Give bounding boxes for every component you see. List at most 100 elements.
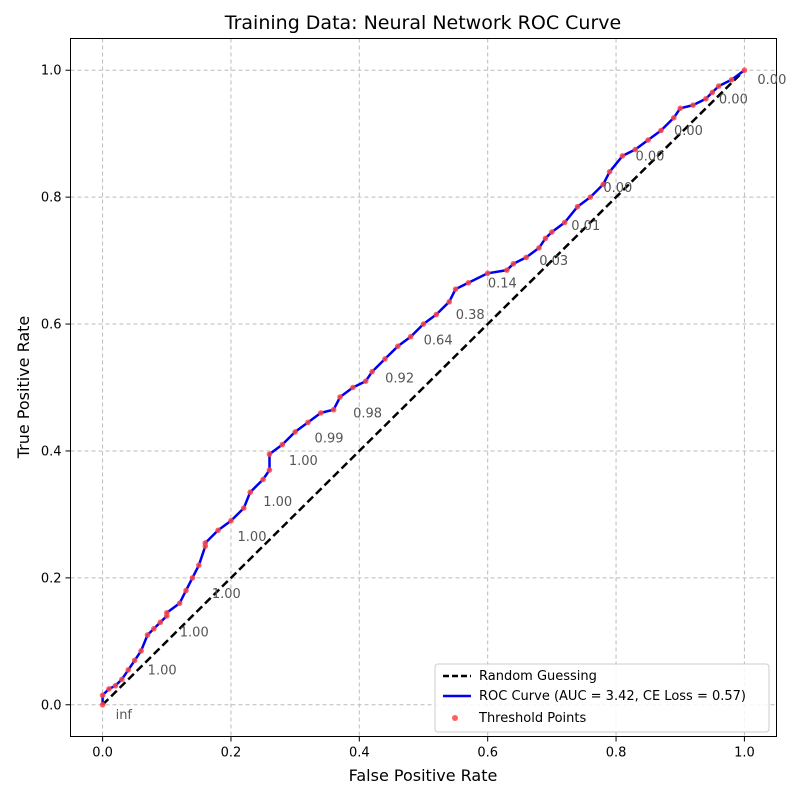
threshold-point — [690, 102, 696, 108]
threshold-point — [658, 127, 664, 134]
y-tick-label: 0.0 — [41, 698, 62, 713]
threshold-label: 1.00 — [180, 625, 209, 640]
random-guessing-line — [101, 69, 746, 706]
threshold-point — [407, 333, 414, 340]
threshold-point — [420, 321, 427, 327]
threshold-point — [183, 587, 189, 594]
threshold-point — [452, 286, 459, 292]
threshold-point — [196, 562, 202, 568]
threshold-point — [362, 378, 369, 384]
threshold-point — [138, 648, 144, 654]
threshold-point — [228, 517, 234, 524]
threshold-label: 0.99 — [315, 432, 344, 447]
y-tick-label: 1.0 — [41, 64, 62, 79]
threshold-point — [125, 667, 132, 673]
threshold-label: 0.98 — [353, 406, 382, 421]
threshold-point — [446, 299, 452, 305]
threshold-point — [536, 245, 542, 251]
threshold-label: inf — [116, 708, 133, 723]
threshold-point — [99, 692, 106, 699]
y-axis-label: True Positive Rate — [14, 316, 33, 460]
threshold-label: 1.00 — [212, 587, 241, 602]
threshold-point — [369, 368, 375, 375]
threshold-point — [741, 67, 748, 74]
legend-label-random: Random Guessing — [479, 669, 597, 684]
threshold-point — [523, 254, 529, 261]
threshold-point — [350, 384, 356, 391]
y-tick-label: 0.2 — [41, 571, 62, 586]
legend-box — [434, 663, 770, 733]
threshold-labels: inf 1.00 1.00 1.00 1.00 1.00 1.00 0.99 0.98 0.92 0… — [116, 73, 787, 723]
x-tick-label: 0.4 — [349, 746, 370, 761]
x-axis-label: False Positive Rate — [349, 766, 498, 785]
threshold-point — [106, 686, 112, 692]
threshold-point — [330, 406, 337, 413]
threshold-point — [484, 270, 491, 277]
threshold-point — [337, 394, 343, 400]
x-tick-label: 0.6 — [477, 746, 498, 761]
threshold-point — [131, 657, 138, 664]
grid — [70, 38, 777, 737]
threshold-point — [266, 467, 273, 473]
threshold-point — [715, 83, 722, 89]
y-tick-label: 0.8 — [41, 191, 62, 206]
ticks: 0.0 0.2 0.4 0.6 0.8 1.0 0.0 0.2 0.4 0.6 0.8 1.0 — [41, 64, 755, 761]
threshold-point — [279, 441, 286, 448]
legend-swatch-threshold — [452, 715, 458, 721]
threshold-point — [433, 311, 440, 318]
x-tick-label: 0.0 — [92, 746, 113, 761]
threshold-point — [709, 89, 716, 96]
x-tick-label: 0.2 — [221, 746, 242, 761]
threshold-label: 1.00 — [238, 530, 267, 545]
threshold-label: 0.00 — [603, 181, 632, 196]
threshold-point — [632, 146, 639, 153]
threshold-point — [305, 419, 311, 426]
threshold-point — [677, 105, 684, 112]
threshold-label: 0.00 — [635, 149, 664, 164]
threshold-point — [561, 219, 568, 226]
threshold-point — [163, 609, 170, 616]
legend-label-roc: ROC Curve (AUC = 3.42, CE Loss = 0.57) — [479, 689, 746, 704]
threshold-point — [382, 356, 388, 362]
threshold-point — [176, 600, 183, 607]
threshold-point — [99, 701, 106, 708]
threshold-label: 0.03 — [539, 254, 568, 269]
y-tick-label: 0.6 — [41, 318, 62, 333]
x-tick-label: 0.8 — [606, 746, 627, 761]
threshold-label: 0.64 — [424, 333, 453, 348]
threshold-point — [240, 505, 247, 511]
threshold-point — [247, 489, 254, 496]
threshold-point — [260, 476, 266, 483]
threshold-point — [189, 575, 196, 581]
series-layer — [99, 67, 748, 708]
threshold-point — [645, 137, 651, 143]
threshold-point — [465, 280, 472, 286]
chart-title: Training Data: Neural Network ROC Curve — [224, 12, 621, 34]
threshold-label: 0.92 — [385, 371, 414, 386]
threshold-point — [202, 540, 209, 546]
threshold-point — [549, 229, 555, 235]
threshold-point — [144, 632, 151, 638]
threshold-label: 0.01 — [571, 219, 600, 234]
threshold-point — [318, 410, 324, 416]
threshold-point — [703, 95, 709, 102]
threshold-point — [600, 181, 607, 188]
threshold-point — [671, 115, 677, 121]
threshold-point — [112, 682, 119, 689]
threshold-label: 0.38 — [456, 308, 485, 323]
x-tick-label: 1.0 — [734, 746, 755, 761]
threshold-point — [395, 343, 401, 350]
threshold-point — [151, 625, 157, 632]
threshold-label: 1.00 — [289, 454, 318, 469]
threshold-label: 0.14 — [488, 276, 517, 291]
threshold-point — [215, 527, 221, 534]
threshold-label: 1.00 — [263, 495, 292, 510]
threshold-point — [574, 203, 581, 210]
plot-frame — [70, 38, 777, 737]
threshold-point — [587, 194, 594, 200]
threshold-label: 0.00 — [719, 92, 748, 107]
threshold-point — [619, 153, 626, 159]
legend: Random Guessing ROC Curve (AUC = 3.42, C… — [434, 663, 770, 733]
threshold-point — [292, 429, 298, 435]
